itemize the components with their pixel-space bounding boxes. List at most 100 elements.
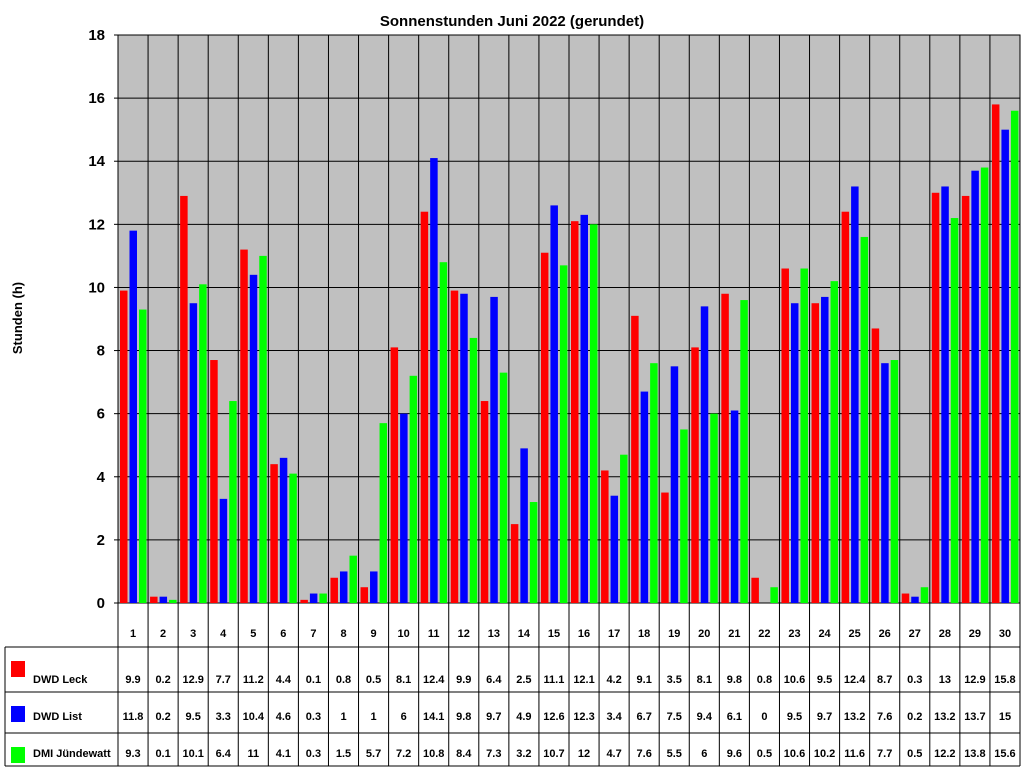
data-table-value: 12 xyxy=(578,748,590,760)
data-table-value: 1 xyxy=(340,711,346,723)
bar-dwd-leck-11 xyxy=(420,211,429,603)
y-tick-label: 18 xyxy=(88,27,105,44)
data-table-value: 9.5 xyxy=(787,711,802,723)
bar-dwd-leck-23 xyxy=(781,268,789,603)
data-table-value: 4.7 xyxy=(606,748,621,760)
data-table-value: 9.8 xyxy=(456,711,471,723)
x-category-label: 2 xyxy=(160,628,166,640)
data-table-value: 3.3 xyxy=(216,711,231,723)
bar-dwd-leck-3 xyxy=(180,195,188,603)
bar-dwd-list-4 xyxy=(219,498,228,603)
y-tick-label: 2 xyxy=(97,532,105,549)
bar-dwd-list-24 xyxy=(821,296,829,603)
bar-dmi-j-ndewatt-24 xyxy=(830,281,839,603)
data-table-value: 4.2 xyxy=(606,674,621,686)
data-table-value: 3.2 xyxy=(516,748,531,760)
data-table-value: 10.1 xyxy=(182,748,203,760)
bar-dwd-list-18 xyxy=(640,391,649,603)
bar-series xyxy=(120,104,1019,604)
y-tick-label: 4 xyxy=(97,469,106,486)
bar-dwd-list-29 xyxy=(971,170,979,603)
bar-dwd-list-26 xyxy=(881,363,889,603)
bar-dwd-leck-22 xyxy=(751,577,759,603)
bar-dwd-list-14 xyxy=(520,448,528,603)
data-table-value: 0.1 xyxy=(155,748,170,760)
data-table-value: 5.5 xyxy=(667,748,682,760)
data-table-value: 11.6 xyxy=(844,748,865,760)
bar-dwd-leck-5 xyxy=(240,249,248,604)
data-table-value: 10.2 xyxy=(814,748,835,760)
data-table-value: 9.6 xyxy=(727,748,742,760)
bar-dwd-list-11 xyxy=(430,158,438,604)
bar-dmi-j-ndewatt-11 xyxy=(439,262,448,603)
x-category-label: 17 xyxy=(608,628,620,640)
bar-dwd-leck-8 xyxy=(330,577,338,603)
bar-dwd-list-30 xyxy=(1001,129,1009,603)
data-table-value: 3.5 xyxy=(667,674,682,686)
bar-dwd-leck-20 xyxy=(691,347,699,603)
bar-dwd-list-7 xyxy=(309,593,318,603)
data-table-value: 10.8 xyxy=(423,748,444,760)
x-category-label: 16 xyxy=(578,628,590,640)
data-table-value: 6.7 xyxy=(637,711,652,723)
axes: 0 2 4 6 8 10 12 14 16 18 xyxy=(88,27,118,612)
data-table-value: 0 xyxy=(761,711,767,723)
bar-dwd-list-5 xyxy=(249,274,258,603)
x-category-label: 19 xyxy=(668,628,680,640)
bar-dwd-leck-4 xyxy=(210,360,218,603)
bar-dmi-j-ndewatt-20 xyxy=(710,413,718,603)
bar-dmi-j-ndewatt-28 xyxy=(950,218,959,603)
data-table-value: 12.2 xyxy=(934,748,955,760)
data-table-value: 0.3 xyxy=(306,711,321,723)
data-table-value: 12.4 xyxy=(423,674,445,686)
x-category-label: 24 xyxy=(818,628,831,640)
bar-dwd-list-13 xyxy=(490,296,498,603)
data-table-value: 9.7 xyxy=(486,711,501,723)
data-table-value: 7.6 xyxy=(637,748,652,760)
bar-dmi-j-ndewatt-19 xyxy=(680,429,688,603)
x-category-label: 22 xyxy=(758,628,770,640)
data-table-value: 0.8 xyxy=(336,674,351,686)
bar-dwd-leck-13 xyxy=(480,401,489,603)
bar-dwd-leck-1 xyxy=(120,290,128,603)
data-table-value: 7.5 xyxy=(667,711,682,723)
data-table-value: 8.4 xyxy=(456,748,472,760)
x-category-label: 23 xyxy=(788,628,800,640)
legend-swatch-dwd-list xyxy=(11,706,25,722)
bar-dwd-list-27 xyxy=(911,596,919,603)
y-tick-label: 12 xyxy=(88,216,105,233)
bar-dmi-j-ndewatt-23 xyxy=(800,268,808,603)
y-tick-label: 8 xyxy=(97,343,105,360)
bar-dwd-list-8 xyxy=(339,571,348,603)
bar-dwd-list-9 xyxy=(370,571,378,603)
data-table-value: 6 xyxy=(701,748,707,760)
x-category-label: 8 xyxy=(340,628,346,640)
bar-dmi-j-ndewatt-18 xyxy=(650,363,658,603)
bar-dwd-leck-10 xyxy=(390,347,399,603)
bar-dwd-list-2 xyxy=(159,596,168,603)
bar-dmi-j-ndewatt-14 xyxy=(529,502,538,603)
data-table-value: 0.1 xyxy=(306,674,321,686)
legend-swatch-dmi-j-ndewatt xyxy=(11,747,25,763)
bar-dmi-j-ndewatt-16 xyxy=(590,224,598,604)
x-category-label: 30 xyxy=(999,628,1011,640)
bar-dwd-leck-29 xyxy=(961,195,970,603)
bar-dwd-list-21 xyxy=(730,410,739,603)
data-table-value: 12.9 xyxy=(182,674,203,686)
data-table-value: 1.5 xyxy=(336,748,351,760)
x-category-label: 4 xyxy=(220,628,227,640)
data-table-value: 0.3 xyxy=(907,674,922,686)
data-table-value: 0.5 xyxy=(907,748,922,760)
bar-dwd-leck-18 xyxy=(631,315,639,603)
bar-dwd-list-10 xyxy=(400,413,408,603)
bar-dmi-j-ndewatt-5 xyxy=(259,255,267,603)
bar-dwd-leck-15 xyxy=(540,252,549,603)
data-table-value: 13 xyxy=(939,674,951,686)
x-category-label: 18 xyxy=(638,628,650,640)
data-table-value: 0.3 xyxy=(306,748,321,760)
data-table-value: 13.8 xyxy=(964,748,985,760)
bar-dwd-list-19 xyxy=(670,366,679,603)
x-category-label: 1 xyxy=(130,628,136,640)
data-table-value: 7.2 xyxy=(396,748,411,760)
bar-dwd-leck-25 xyxy=(841,211,850,603)
